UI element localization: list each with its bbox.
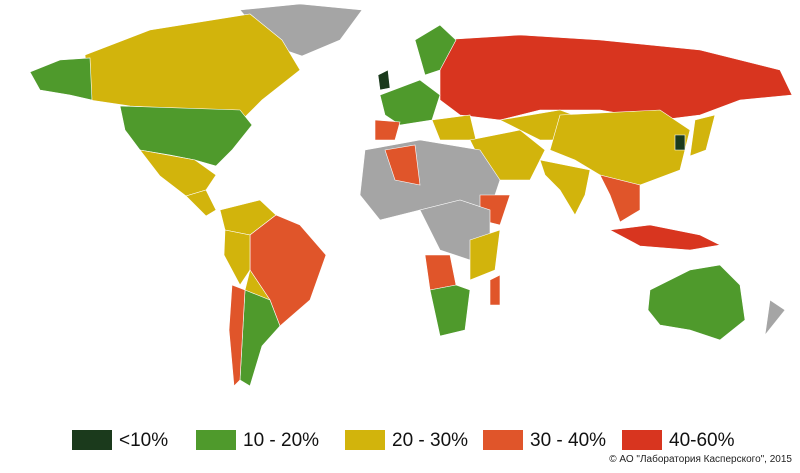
legend-label: 30 - 40% <box>530 430 606 451</box>
scandinavia <box>414 24 457 76</box>
legend-swatch <box>345 430 385 450</box>
legend-label: <10% <box>119 430 168 451</box>
central-america <box>185 189 217 217</box>
japan <box>689 114 716 157</box>
chile <box>228 284 246 387</box>
india <box>539 159 591 216</box>
new-zealand <box>764 299 786 337</box>
madagascar <box>489 274 501 306</box>
east-africa <box>469 229 501 281</box>
legend-swatch <box>72 430 112 450</box>
uk <box>377 69 391 91</box>
copyright: © АО "Лаборатория Касперского", 2015 <box>609 453 792 465</box>
algeria <box>384 144 421 186</box>
legend-label: 10 - 20% <box>243 430 319 451</box>
korea <box>674 134 686 151</box>
peru <box>223 229 251 286</box>
alaska <box>29 57 93 101</box>
russia <box>439 34 793 121</box>
legend-label: 20 - 30% <box>392 430 468 451</box>
legend-label: 40-60% <box>669 430 735 451</box>
countries <box>29 3 793 387</box>
canada <box>84 13 301 121</box>
south-africa <box>429 284 471 337</box>
legend-swatch <box>483 430 523 450</box>
indonesia <box>609 224 721 251</box>
australia <box>647 264 746 341</box>
legend-swatch <box>622 430 662 450</box>
legend: <10% 10 - 20% 20 - 30% 30 - 40% 40-60% <box>72 430 735 451</box>
balkans <box>431 114 477 141</box>
legend-swatch <box>196 430 236 450</box>
usa <box>119 105 253 167</box>
iberia <box>374 119 401 141</box>
southeast-asia <box>599 174 641 223</box>
angola <box>424 254 457 291</box>
